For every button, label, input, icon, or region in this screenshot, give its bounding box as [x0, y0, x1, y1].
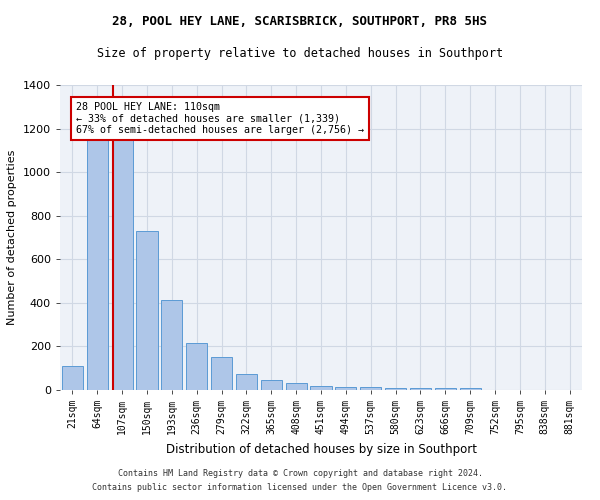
Text: 28 POOL HEY LANE: 110sqm
← 33% of detached houses are smaller (1,339)
67% of sem: 28 POOL HEY LANE: 110sqm ← 33% of detach…	[76, 102, 364, 135]
Bar	[460, 388, 481, 390]
Bar	[360, 386, 381, 390]
Text: 28, POOL HEY LANE, SCARISBRICK, SOUTHPORT, PR8 5HS: 28, POOL HEY LANE, SCARISBRICK, SOUTHPOR…	[113, 15, 487, 28]
Bar	[261, 380, 282, 390]
Bar	[112, 136, 133, 390]
Bar	[310, 386, 332, 390]
Bar	[410, 388, 431, 390]
Bar	[435, 388, 456, 390]
Bar	[385, 388, 406, 390]
Bar	[335, 386, 356, 390]
Text: Contains public sector information licensed under the Open Government Licence v3: Contains public sector information licen…	[92, 484, 508, 492]
X-axis label: Distribution of detached houses by size in Southport: Distribution of detached houses by size …	[166, 442, 476, 456]
Bar	[286, 384, 307, 390]
Text: Contains HM Land Registry data © Crown copyright and database right 2024.: Contains HM Land Registry data © Crown c…	[118, 468, 482, 477]
Bar	[161, 300, 182, 390]
Bar	[236, 374, 257, 390]
Bar	[211, 358, 232, 390]
Bar	[186, 343, 207, 390]
Text: Size of property relative to detached houses in Southport: Size of property relative to detached ho…	[97, 48, 503, 60]
Bar	[62, 366, 83, 390]
Bar	[87, 136, 108, 390]
Bar	[136, 231, 158, 390]
Y-axis label: Number of detached properties: Number of detached properties	[7, 150, 17, 325]
